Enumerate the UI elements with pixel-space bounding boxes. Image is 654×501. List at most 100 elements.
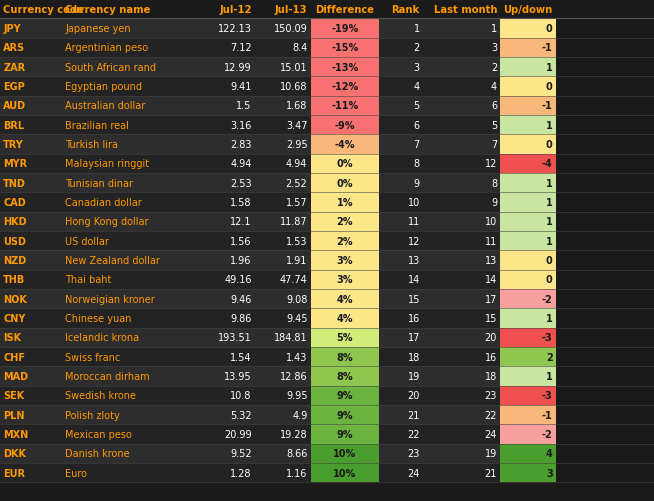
Text: 9: 9 <box>414 178 420 188</box>
Bar <box>379 58 425 77</box>
Bar <box>199 58 255 77</box>
Text: Difference: Difference <box>315 5 375 15</box>
Text: 47.74: 47.74 <box>280 275 307 285</box>
Text: 0: 0 <box>546 256 553 266</box>
Text: 1.53: 1.53 <box>286 236 307 246</box>
Text: 1.96: 1.96 <box>230 256 252 266</box>
Text: 1: 1 <box>546 197 553 207</box>
Bar <box>0 58 62 77</box>
Bar <box>62 289 199 309</box>
Bar <box>425 309 500 328</box>
Bar <box>311 0 379 19</box>
Bar <box>311 135 379 154</box>
Bar <box>255 231 311 250</box>
Bar <box>0 289 62 309</box>
Text: 3: 3 <box>414 63 420 73</box>
Bar <box>0 193 62 212</box>
Bar <box>62 0 199 19</box>
Text: AUD: AUD <box>3 101 26 111</box>
Bar <box>199 154 255 173</box>
Text: 9.46: 9.46 <box>230 294 252 304</box>
Bar <box>311 39 379 58</box>
Bar <box>255 0 311 19</box>
Bar <box>255 347 311 366</box>
Bar <box>379 270 425 289</box>
Bar <box>199 0 255 19</box>
Text: Swedish krone: Swedish krone <box>65 390 137 400</box>
Text: -4: -4 <box>542 159 553 169</box>
Bar <box>379 424 425 444</box>
Text: Danish krone: Danish krone <box>65 448 130 458</box>
Text: 1.56: 1.56 <box>230 236 252 246</box>
Bar <box>500 39 556 58</box>
Bar <box>199 386 255 405</box>
Text: 2: 2 <box>546 352 553 362</box>
Text: 1.91: 1.91 <box>286 256 307 266</box>
Text: 3: 3 <box>546 467 553 477</box>
Bar <box>500 424 556 444</box>
Bar <box>0 154 62 173</box>
Text: JPY: JPY <box>3 24 21 34</box>
Text: 49.16: 49.16 <box>224 275 252 285</box>
Bar <box>199 463 255 482</box>
Text: -1: -1 <box>542 101 553 111</box>
Bar <box>379 309 425 328</box>
Text: 3.16: 3.16 <box>230 120 252 130</box>
Bar <box>311 386 379 405</box>
Bar <box>425 250 500 270</box>
Text: 18: 18 <box>407 352 420 362</box>
Bar <box>0 328 62 347</box>
Text: -4%: -4% <box>335 140 355 150</box>
Bar <box>62 270 199 289</box>
Bar <box>425 173 500 193</box>
Text: 5%: 5% <box>337 333 353 343</box>
Bar <box>425 193 500 212</box>
Text: ISK: ISK <box>3 333 22 343</box>
Text: 11: 11 <box>485 236 497 246</box>
Bar <box>500 96 556 116</box>
Text: 9.41: 9.41 <box>230 82 252 92</box>
Text: South African rand: South African rand <box>65 63 156 73</box>
Bar <box>0 173 62 193</box>
Text: 2.83: 2.83 <box>230 140 252 150</box>
Bar <box>255 154 311 173</box>
Bar <box>62 212 199 231</box>
Bar <box>425 270 500 289</box>
Text: 10.8: 10.8 <box>230 390 252 400</box>
Bar <box>379 0 425 19</box>
Bar <box>379 77 425 96</box>
Bar <box>379 231 425 250</box>
Text: 1.28: 1.28 <box>230 467 252 477</box>
Text: 8: 8 <box>414 159 420 169</box>
Text: 2.53: 2.53 <box>230 178 252 188</box>
Bar <box>379 116 425 135</box>
Text: 9.95: 9.95 <box>286 390 307 400</box>
Bar <box>62 135 199 154</box>
Bar <box>255 116 311 135</box>
Bar <box>199 250 255 270</box>
Bar <box>199 96 255 116</box>
Text: Icelandic krona: Icelandic krona <box>65 333 139 343</box>
Bar <box>62 405 199 424</box>
Bar <box>62 463 199 482</box>
Text: Mexican peso: Mexican peso <box>65 429 132 439</box>
Bar <box>199 424 255 444</box>
Text: 10%: 10% <box>334 467 356 477</box>
Bar <box>62 424 199 444</box>
Text: 2: 2 <box>413 43 420 53</box>
Text: New Zealand dollar: New Zealand dollar <box>65 256 160 266</box>
Bar <box>425 444 500 463</box>
Text: 0%: 0% <box>337 159 353 169</box>
Bar <box>199 444 255 463</box>
Bar <box>379 96 425 116</box>
Text: 2.95: 2.95 <box>286 140 307 150</box>
Bar <box>425 424 500 444</box>
Text: 122.13: 122.13 <box>218 24 252 34</box>
Bar <box>0 19 62 39</box>
Bar <box>255 405 311 424</box>
Bar <box>62 444 199 463</box>
Bar <box>255 444 311 463</box>
Text: 1: 1 <box>546 371 553 381</box>
Text: 1.58: 1.58 <box>230 197 252 207</box>
Bar <box>311 58 379 77</box>
